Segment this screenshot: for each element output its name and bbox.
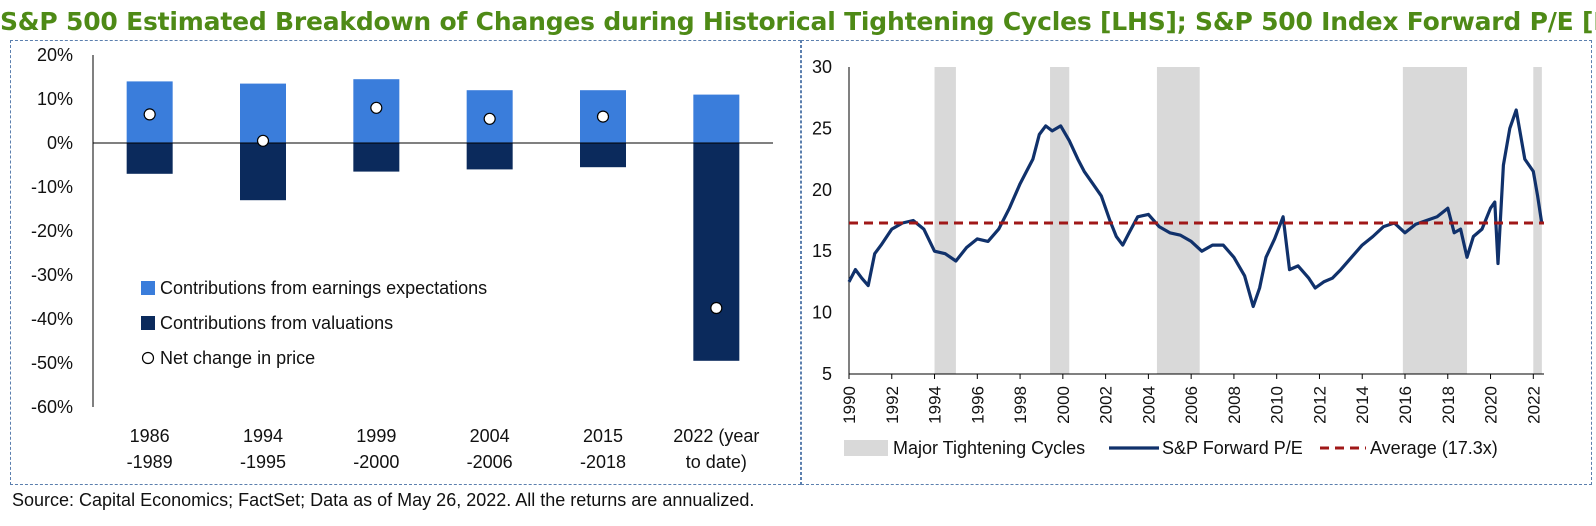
legend-swatch-earnings xyxy=(141,281,155,295)
y-tick-label: 10 xyxy=(812,303,832,323)
y-tick-label: -30% xyxy=(31,265,73,285)
legend-label-tightening: Major Tightening Cycles xyxy=(893,438,1085,458)
bar-valuations xyxy=(693,143,740,361)
y-tick-label: 10% xyxy=(37,89,73,109)
x-tick-label: 2020 xyxy=(1482,386,1501,424)
x-tick-label: 1986 xyxy=(130,426,170,446)
x-tick-label: 2010 xyxy=(1268,386,1287,424)
x-tick-label: 2000 xyxy=(1054,386,1073,424)
x-tick-label: -1989 xyxy=(127,452,173,472)
y-tick-label: 5 xyxy=(822,364,832,384)
bar-valuations xyxy=(353,143,400,172)
x-tick-label: 2018 xyxy=(1439,386,1458,424)
x-tick-label: 2008 xyxy=(1225,386,1244,424)
source-note: Source: Capital Economics; FactSet; Data… xyxy=(12,490,755,510)
pe-line-series xyxy=(847,108,1544,309)
net-change-marker xyxy=(596,110,610,123)
x-tick-label: 1992 xyxy=(883,386,902,424)
x-tick-label: 2022 (year xyxy=(673,426,759,446)
y-tick-label: 30 xyxy=(812,57,832,77)
x-tick-label: 1994 xyxy=(926,386,945,424)
net-change-marker xyxy=(483,112,496,125)
net-change-marker xyxy=(710,301,723,315)
x-tick-label: 2015 xyxy=(583,426,623,446)
x-tick-label: 1999 xyxy=(356,426,396,446)
chart-title: S&P 500 Estimated Breakdown of Changes d… xyxy=(0,7,1596,36)
x-tick-label: 1996 xyxy=(968,386,987,424)
bar-valuations xyxy=(126,143,173,174)
y-tick-label: -40% xyxy=(31,309,73,329)
tightening-cycle-band xyxy=(1533,67,1542,374)
legend-marker-net xyxy=(141,351,155,365)
legend-swatch-valuations xyxy=(141,316,155,330)
right-line-chart: 30 25 20 15 10 5 1990 1992 1994 1996 1998 2000 2002 2… xyxy=(812,57,1544,458)
x-tick-label: -2018 xyxy=(580,452,626,472)
y-tick-label: -50% xyxy=(31,353,73,373)
x-tick-label: 1990 xyxy=(840,386,859,424)
net-change-marker xyxy=(143,108,156,121)
legend-label-pe: S&P Forward P/E xyxy=(1162,438,1303,458)
net-change-marker xyxy=(256,134,270,147)
bar-valuations xyxy=(240,143,286,201)
bar-valuations xyxy=(580,143,626,168)
bar-earnings xyxy=(693,94,740,143)
legend-label-earnings: Contributions from earnings expectations xyxy=(160,278,487,298)
bar-valuations xyxy=(466,143,513,170)
legend-swatch-tightening xyxy=(844,440,888,456)
x-tick-label: 1998 xyxy=(1011,386,1030,424)
x-tick-label: 2004 xyxy=(470,426,510,446)
x-tick-label: -1995 xyxy=(240,452,286,472)
legend-label-average: Average (17.3x) xyxy=(1370,438,1498,458)
legend-label-net: Net change in price xyxy=(160,348,315,368)
x-tick-label: to date) xyxy=(686,452,747,472)
x-tick-label: 1994 xyxy=(243,426,283,446)
x-tick-label: 2022 xyxy=(1524,386,1543,424)
y-tick-label: -10% xyxy=(31,177,73,197)
bar-earnings xyxy=(240,83,286,143)
y-tick-label: 20% xyxy=(37,45,73,65)
left-bar-chart: 20% 10% 0% -10% -20% -30% -40% -50% -60% 1986 -198… xyxy=(31,45,773,472)
tightening-cycle-band xyxy=(934,67,956,374)
y-tick-label: 20 xyxy=(812,180,832,200)
x-tick-label: 2012 xyxy=(1310,386,1329,424)
tightening-cycle-band xyxy=(1402,67,1468,374)
tightening-cycle-band xyxy=(1156,67,1200,374)
y-tick-label: -60% xyxy=(31,397,73,417)
x-tick-label: 2014 xyxy=(1353,386,1372,424)
x-tick-label: 2002 xyxy=(1097,386,1116,424)
legend-label-valuations: Contributions from valuations xyxy=(160,313,393,333)
y-tick-label: 25 xyxy=(812,118,832,138)
x-tick-label: 2016 xyxy=(1396,386,1415,424)
right-chart-panel: 30 25 20 15 10 5 1990 1992 1994 1996 1998 2000 2002 2… xyxy=(801,40,1592,485)
x-tick-label: -2000 xyxy=(353,452,399,472)
left-chart-panel: 20% 10% 0% -10% -20% -30% -40% -50% -60% 1986 -198… xyxy=(10,40,801,485)
y-tick-label: -20% xyxy=(31,221,73,241)
x-tick-label: -2006 xyxy=(467,452,513,472)
tightening-cycle-band xyxy=(1050,67,1070,374)
x-tick-label: 2004 xyxy=(1139,386,1158,424)
y-tick-label: 0% xyxy=(47,133,73,153)
y-tick-label: 15 xyxy=(812,241,832,261)
net-change-marker xyxy=(370,101,383,114)
x-tick-label: 2006 xyxy=(1182,386,1201,424)
